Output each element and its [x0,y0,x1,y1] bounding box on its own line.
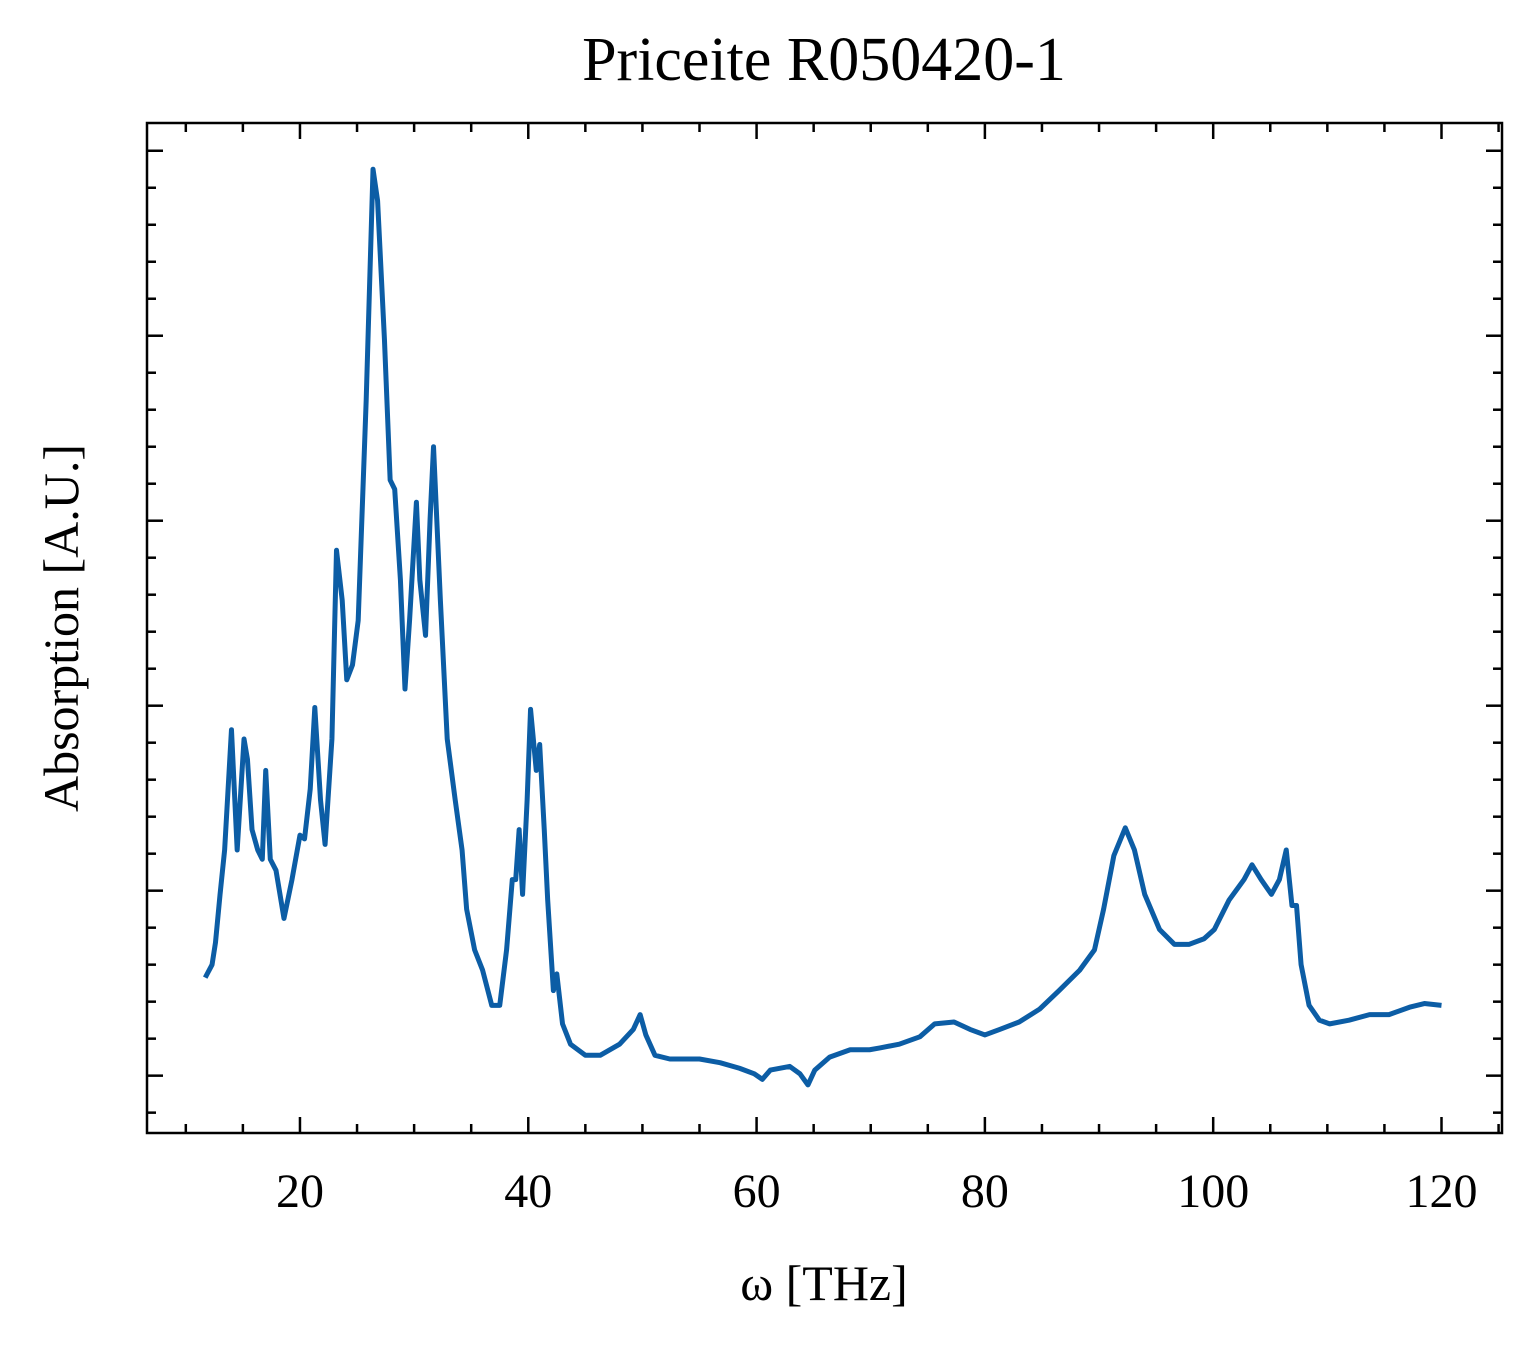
x-axis-label: ω [THz] [740,1255,908,1311]
plot-frame [145,121,1504,1135]
x-tick-label: 40 [504,1165,552,1218]
y-axis-label: Absorption [A.U.] [33,444,89,812]
x-tick-label: 60 [733,1165,781,1218]
x-tick-label: 100 [1177,1165,1249,1218]
data-line [203,166,1442,1088]
chart-title: Priceite R050420-1 [582,26,1066,94]
x-tick-label: 80 [961,1165,1009,1218]
x-tick-label: 20 [276,1165,324,1218]
x-tick-label: 120 [1405,1165,1477,1218]
